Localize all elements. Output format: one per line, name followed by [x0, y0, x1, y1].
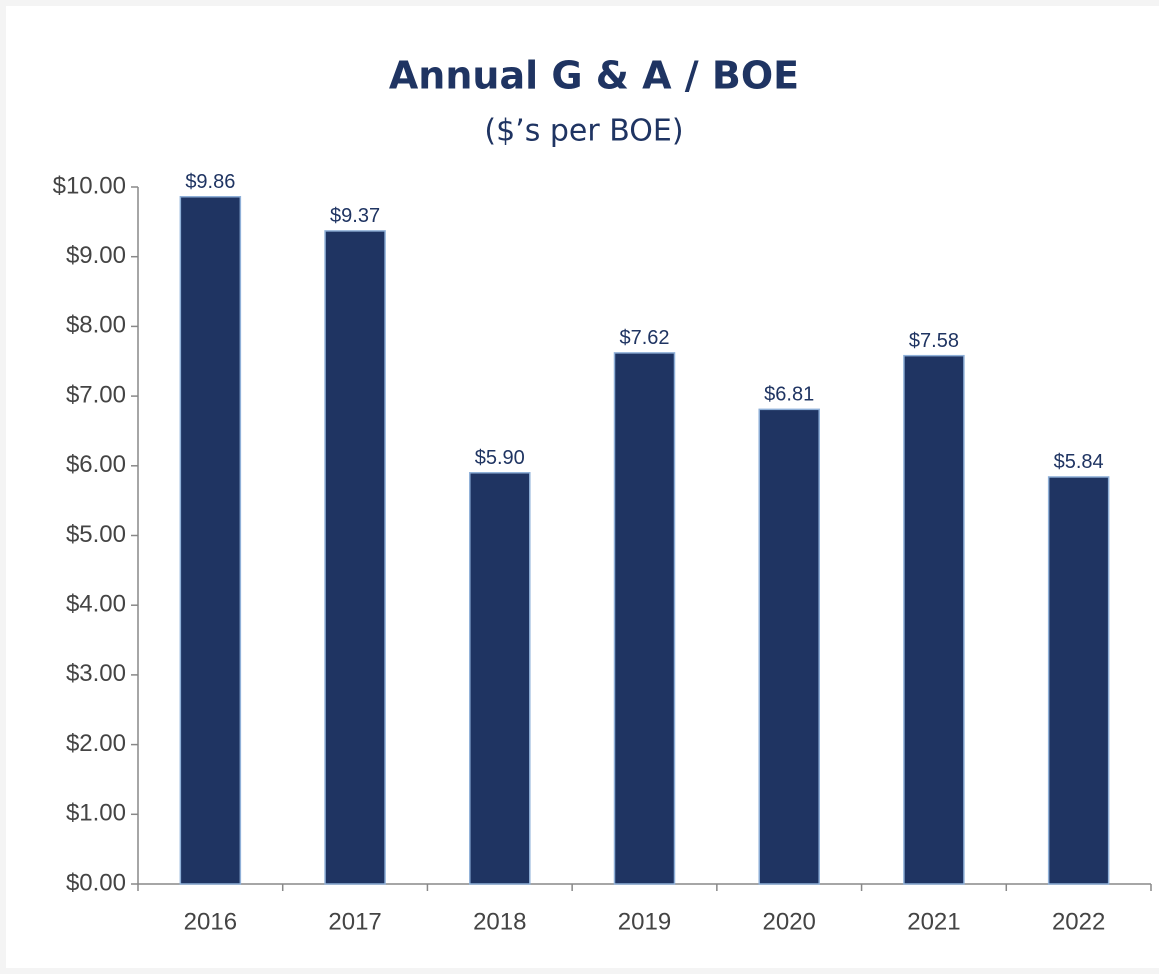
y-tick-label: $0.00: [66, 869, 126, 896]
y-tick-label: $3.00: [66, 660, 126, 687]
x-tick-label: 2018: [473, 908, 526, 935]
value-label: $6.81: [764, 384, 814, 406]
value-label: $9.86: [185, 171, 235, 193]
y-tick-label: $6.00: [66, 451, 126, 478]
chart-subtitle: ($’s per BOE): [484, 114, 683, 149]
value-label: $5.84: [1054, 451, 1104, 473]
chart-background: [6, 6, 1159, 968]
x-tick-label: 2022: [1052, 908, 1105, 935]
bar: [903, 354, 965, 885]
x-tick-label: 2021: [907, 908, 960, 935]
x-tick-label: 2016: [184, 908, 237, 935]
y-tick-label: $8.00: [66, 312, 126, 339]
bar: [469, 472, 531, 885]
x-tick-label: 2020: [763, 908, 816, 935]
bar: [1047, 476, 1110, 885]
value-label: $9.37: [330, 205, 380, 227]
value-label: $7.58: [909, 330, 959, 352]
x-tick-label: 2019: [618, 908, 671, 935]
bar: [758, 408, 820, 885]
value-label: $7.62: [619, 327, 669, 349]
bar: [613, 352, 676, 885]
bar: [324, 230, 386, 885]
bar: [179, 196, 242, 885]
y-tick-label: $5.00: [66, 521, 126, 548]
y-tick-label: $4.00: [66, 591, 126, 618]
value-label: $5.90: [475, 447, 525, 469]
y-tick-label: $9.00: [66, 242, 126, 269]
x-tick-label: 2017: [328, 908, 381, 935]
y-tick-label: $1.00: [66, 800, 126, 827]
chart-title: Annual G & A / BOE: [389, 54, 799, 98]
y-tick-label: $7.00: [66, 381, 126, 408]
y-tick-label: $2.00: [66, 730, 126, 757]
y-tick-label: $10.00: [53, 172, 126, 199]
